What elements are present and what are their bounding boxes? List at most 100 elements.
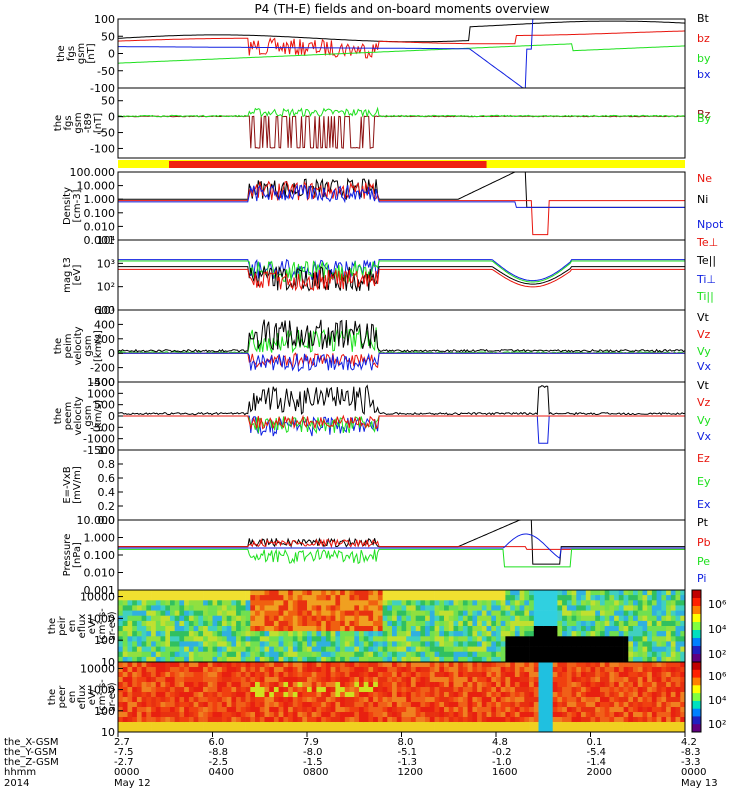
spectrogram-cell bbox=[410, 620, 416, 627]
spectrogram-cell bbox=[368, 702, 374, 708]
spectrogram-cell bbox=[448, 651, 454, 658]
spectrogram-cell bbox=[198, 722, 204, 728]
spectrogram-cell bbox=[136, 672, 142, 678]
spectrogram-cell bbox=[359, 651, 365, 658]
spectrogram-cell bbox=[600, 631, 606, 637]
spectrogram-cell bbox=[670, 677, 676, 683]
spectrogram-cell bbox=[519, 662, 525, 668]
spectrogram-cell bbox=[661, 610, 667, 617]
spectrogram-cell bbox=[604, 727, 610, 733]
spectrogram-cell bbox=[325, 636, 331, 642]
spectrogram-cell bbox=[377, 595, 383, 601]
spectrogram-cell bbox=[666, 626, 672, 632]
spectrogram-cell bbox=[552, 600, 558, 606]
spectrogram-cell bbox=[524, 687, 530, 693]
spectrogram-cell bbox=[420, 590, 426, 596]
spectrogram-cell bbox=[302, 620, 308, 627]
spectrogram-cell bbox=[264, 651, 270, 658]
spectrogram-cell bbox=[637, 641, 643, 647]
spectrogram-cell bbox=[543, 641, 549, 647]
spectrogram-cell bbox=[198, 682, 204, 688]
spectrogram-cell bbox=[179, 646, 185, 653]
spectrogram-cell bbox=[203, 610, 209, 617]
spectrogram-cell bbox=[368, 610, 374, 617]
spectrogram-cell bbox=[240, 662, 246, 668]
spectrogram-cell bbox=[255, 620, 261, 627]
spectrogram-cell bbox=[448, 692, 454, 698]
spectrogram-cell bbox=[179, 702, 185, 708]
spectrogram-cell bbox=[160, 687, 166, 693]
spectrogram-cell bbox=[236, 590, 242, 596]
spectrogram-cell bbox=[576, 662, 582, 668]
spectrogram-cell bbox=[439, 712, 445, 718]
spectrogram-cell bbox=[604, 667, 610, 673]
spectrogram-cell bbox=[179, 722, 185, 728]
spectrogram-cell bbox=[486, 626, 492, 632]
spectrogram-cell bbox=[552, 707, 558, 713]
spectrogram-cell bbox=[245, 717, 251, 723]
spectrogram-cell bbox=[666, 722, 672, 728]
spectrogram-cell bbox=[444, 626, 450, 632]
spectrogram-cell bbox=[510, 687, 516, 693]
spectrogram-cell bbox=[226, 646, 232, 653]
spectrogram-cell bbox=[255, 610, 261, 617]
spectrogram-cell bbox=[453, 702, 459, 708]
spectrogram-cell bbox=[340, 697, 346, 703]
spectrogram-cell bbox=[576, 687, 582, 693]
spectrogram-cell bbox=[425, 600, 431, 606]
spectrogram-cell bbox=[269, 641, 275, 647]
spectrogram-cell bbox=[614, 687, 620, 693]
spectrogram-cell bbox=[477, 590, 483, 596]
spectrogram-cell bbox=[491, 636, 497, 642]
spectrogram-cell bbox=[533, 722, 539, 728]
spectrogram-cell bbox=[354, 712, 360, 718]
spectrogram-cell bbox=[344, 672, 350, 678]
spectrogram-cell bbox=[184, 687, 190, 693]
spectrogram-cell bbox=[533, 677, 539, 683]
spectrogram-cell bbox=[486, 672, 492, 678]
spectrogram-cell bbox=[330, 707, 336, 713]
spectrogram-cell bbox=[307, 646, 313, 653]
spectrogram-cell bbox=[505, 636, 511, 642]
spectrogram-cell bbox=[406, 712, 412, 718]
spectrogram-cell bbox=[359, 707, 365, 713]
spectrogram-cell bbox=[316, 651, 322, 658]
y-tick-label: 50 bbox=[101, 30, 115, 43]
spectrogram-cell bbox=[524, 697, 530, 703]
spectrogram-cell bbox=[633, 722, 639, 728]
spectrogram-cell bbox=[325, 626, 331, 632]
colorbar-tick-label: 10⁶ bbox=[708, 670, 727, 683]
spectrogram-cell bbox=[382, 646, 388, 653]
spectrogram-cell bbox=[122, 712, 128, 718]
spectrogram-cell bbox=[207, 662, 213, 668]
spectrogram-cell bbox=[127, 610, 133, 617]
spectrogram-cell bbox=[434, 595, 440, 601]
spectrogram-cell bbox=[604, 590, 610, 596]
spectrogram-cell bbox=[675, 667, 681, 673]
spectrogram-cell bbox=[325, 590, 331, 596]
spectrogram-cell bbox=[434, 717, 440, 723]
spectrogram-cell bbox=[595, 712, 601, 718]
spectrogram-cell bbox=[179, 610, 185, 617]
spectrogram-cell bbox=[467, 717, 473, 723]
spectrogram-cell bbox=[533, 656, 539, 663]
spectrogram-cell bbox=[373, 697, 379, 703]
spectrogram-cell bbox=[122, 727, 128, 733]
spectrogram-cell bbox=[373, 610, 379, 617]
spectrogram-cell bbox=[514, 717, 520, 723]
spectrogram-cell bbox=[136, 722, 142, 728]
spectrogram-cell bbox=[651, 605, 657, 611]
spectrogram-cell bbox=[514, 651, 520, 658]
legend-label: Bz bbox=[697, 108, 711, 121]
spectrogram-cell bbox=[600, 600, 606, 606]
spectrogram-cell bbox=[552, 682, 558, 688]
y-axis-label: [nPa] bbox=[72, 542, 83, 568]
spectrogram-cell bbox=[491, 712, 497, 718]
y-axis-label: -t89 bbox=[83, 113, 94, 133]
x-tick-label: 0.1 bbox=[587, 737, 603, 748]
spectrogram-cell bbox=[264, 682, 270, 688]
spectrogram-cell bbox=[354, 615, 360, 622]
spectrogram-cell bbox=[434, 656, 440, 663]
spectrogram-cell bbox=[647, 722, 653, 728]
spectrogram-cell bbox=[566, 722, 572, 728]
